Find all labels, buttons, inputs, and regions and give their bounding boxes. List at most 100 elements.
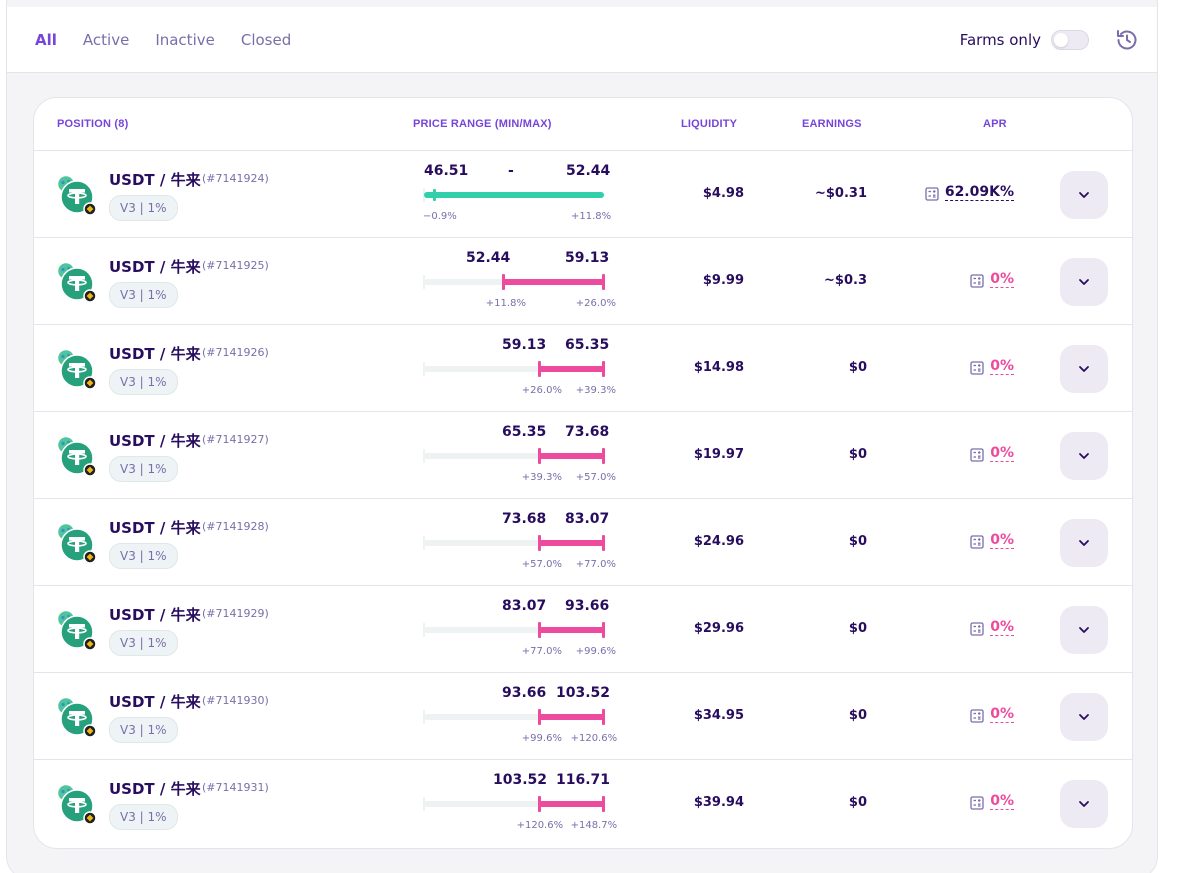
expand-row-button[interactable]: [1060, 606, 1108, 654]
header-liquidity: LIQUIDITY: [681, 118, 738, 130]
apr-value[interactable]: 0%: [990, 619, 1014, 636]
price-max-percent: +99.6%: [575, 646, 616, 657]
header-price-range: PRICE RANGE (MIN/MAX): [413, 118, 552, 130]
price-max: 52.44: [566, 163, 611, 179]
range-min-marker: [538, 796, 541, 812]
calculator-icon[interactable]: [970, 795, 984, 810]
expand-row-button[interactable]: [1060, 345, 1108, 393]
price-max: 73.68: [565, 424, 610, 440]
pair-name: USDT / 牛来: [109, 519, 201, 537]
apr-cell: 0%: [970, 793, 1014, 810]
earnings-value: $0: [848, 447, 867, 462]
pair-name: USDT / 牛来: [109, 606, 201, 624]
range-max-marker: [602, 274, 605, 290]
price-min: 46.51: [424, 163, 469, 179]
header-apr: APR: [983, 118, 1007, 130]
position-id: (#7141926): [202, 346, 269, 359]
expand-row-button[interactable]: [1060, 780, 1108, 828]
version-fee-badge: V3 | 1%: [109, 369, 178, 395]
history-icon[interactable]: [1115, 28, 1139, 52]
liquidity-value: $29.96: [693, 621, 744, 636]
version-fee-badge: V3 | 1%: [109, 543, 178, 569]
tab-active[interactable]: Active: [82, 31, 130, 49]
liquidity-value: $39.94: [693, 795, 744, 810]
header-position: POSITION (8): [57, 118, 129, 130]
usdt-token-icon: [56, 609, 100, 653]
range-max-marker: [602, 796, 605, 812]
price-min-percent: +57.0%: [521, 559, 562, 570]
table-row[interactable]: USDT / 牛来 (#7141930) V3 | 1% 93.66 103.5…: [34, 673, 1132, 760]
apr-cell: 0%: [970, 619, 1014, 636]
price-max: 65.35: [565, 337, 610, 353]
price-max-percent: +11.8%: [571, 211, 612, 222]
apr-value[interactable]: 0%: [990, 445, 1014, 462]
usdt-token-icon: [56, 435, 100, 479]
range-track: [424, 801, 604, 807]
expand-row-button[interactable]: [1060, 519, 1108, 567]
calculator-icon[interactable]: [925, 186, 939, 201]
price-range: 73.68 83.07 +57.0% +77.0%: [420, 499, 640, 586]
price-range: 93.66 103.52 +99.6% +120.6%: [420, 673, 640, 760]
usdt-token-icon: [56, 174, 100, 218]
chevron-down-icon: [1079, 453, 1089, 459]
table-row[interactable]: USDT / 牛来 (#7141927) V3 | 1% 65.35 73.68…: [34, 412, 1132, 499]
tab-all[interactable]: All: [35, 31, 57, 49]
range-fill: [539, 627, 604, 633]
price-range: 103.52 116.71 +120.6% +148.7%: [420, 760, 640, 847]
chevron-down-icon: [1079, 540, 1089, 546]
range-track: [424, 453, 604, 459]
price-max: 103.52: [556, 685, 611, 701]
price-min: 59.13: [502, 337, 547, 353]
calculator-icon[interactable]: [970, 360, 984, 375]
calculator-icon[interactable]: [970, 708, 984, 723]
table-row[interactable]: USDT / 牛来 (#7141928) V3 | 1% 73.68 83.07…: [34, 499, 1132, 586]
usdt-token-icon: [56, 348, 100, 392]
farms-only-label: Farms only: [959, 31, 1041, 49]
earnings-value: ~$0.31: [814, 186, 867, 201]
apr-value[interactable]: 0%: [990, 706, 1014, 723]
apr-value[interactable]: 62.09K%: [944, 184, 1014, 201]
apr-cell: 0%: [970, 706, 1014, 723]
apr-cell: 0%: [970, 532, 1014, 549]
table-row[interactable]: USDT / 牛来 (#7141926) V3 | 1% 59.13 65.35…: [34, 325, 1132, 412]
expand-row-button[interactable]: [1060, 432, 1108, 480]
range-fill: [503, 279, 604, 285]
farms-only-toggle[interactable]: [1051, 30, 1089, 50]
table-body: USDT / 牛来 (#7141924) V3 | 1% 46.51 - 52.…: [34, 151, 1132, 847]
table-row[interactable]: USDT / 牛来 (#7141925) V3 | 1% 52.44 59.13…: [34, 238, 1132, 325]
price-range: 52.44 59.13 +11.8% +26.0%: [420, 238, 640, 325]
apr-cell: 0%: [970, 271, 1014, 288]
apr-value[interactable]: 0%: [990, 532, 1014, 549]
apr-value[interactable]: 0%: [990, 793, 1014, 810]
calculator-icon[interactable]: [970, 447, 984, 462]
expand-row-button[interactable]: [1060, 693, 1108, 741]
table-row[interactable]: USDT / 牛来 (#7141929) V3 | 1% 83.07 93.66…: [34, 586, 1132, 673]
chevron-down-icon: [1079, 714, 1089, 720]
tab-inactive[interactable]: Inactive: [155, 31, 215, 49]
calculator-icon[interactable]: [970, 621, 984, 636]
range-min-marker: [502, 274, 505, 290]
pair-name: USDT / 牛来: [109, 171, 201, 189]
earnings-value: $0: [848, 708, 867, 723]
expand-row-button[interactable]: [1060, 171, 1108, 219]
price-min-percent: −0.9%: [423, 211, 457, 222]
price-max-percent: +57.0%: [575, 472, 616, 483]
table-row[interactable]: USDT / 牛来 (#7141924) V3 | 1% 46.51 - 52.…: [34, 151, 1132, 238]
tab-closed[interactable]: Closed: [240, 31, 292, 49]
apr-value[interactable]: 0%: [990, 358, 1014, 375]
earnings-value: ~$0.3: [824, 273, 867, 288]
table-row[interactable]: USDT / 牛来 (#7141931) V3 | 1% 103.52 116.…: [34, 760, 1132, 847]
calculator-icon[interactable]: [970, 273, 984, 288]
calculator-icon[interactable]: [970, 534, 984, 549]
price-max-percent: +26.0%: [575, 298, 616, 309]
apr-value[interactable]: 0%: [990, 271, 1014, 288]
usdt-token-icon: [56, 261, 100, 305]
usdt-token-icon: [56, 696, 100, 740]
liquidity-value: $24.96: [693, 534, 744, 549]
liquidity-value: $14.98: [693, 360, 744, 375]
pair-name: USDT / 牛来: [109, 345, 201, 363]
expand-row-button[interactable]: [1060, 258, 1108, 306]
chevron-down-icon: [1079, 627, 1089, 633]
range-max-marker: [602, 361, 605, 377]
earnings-value: $0: [848, 621, 867, 636]
